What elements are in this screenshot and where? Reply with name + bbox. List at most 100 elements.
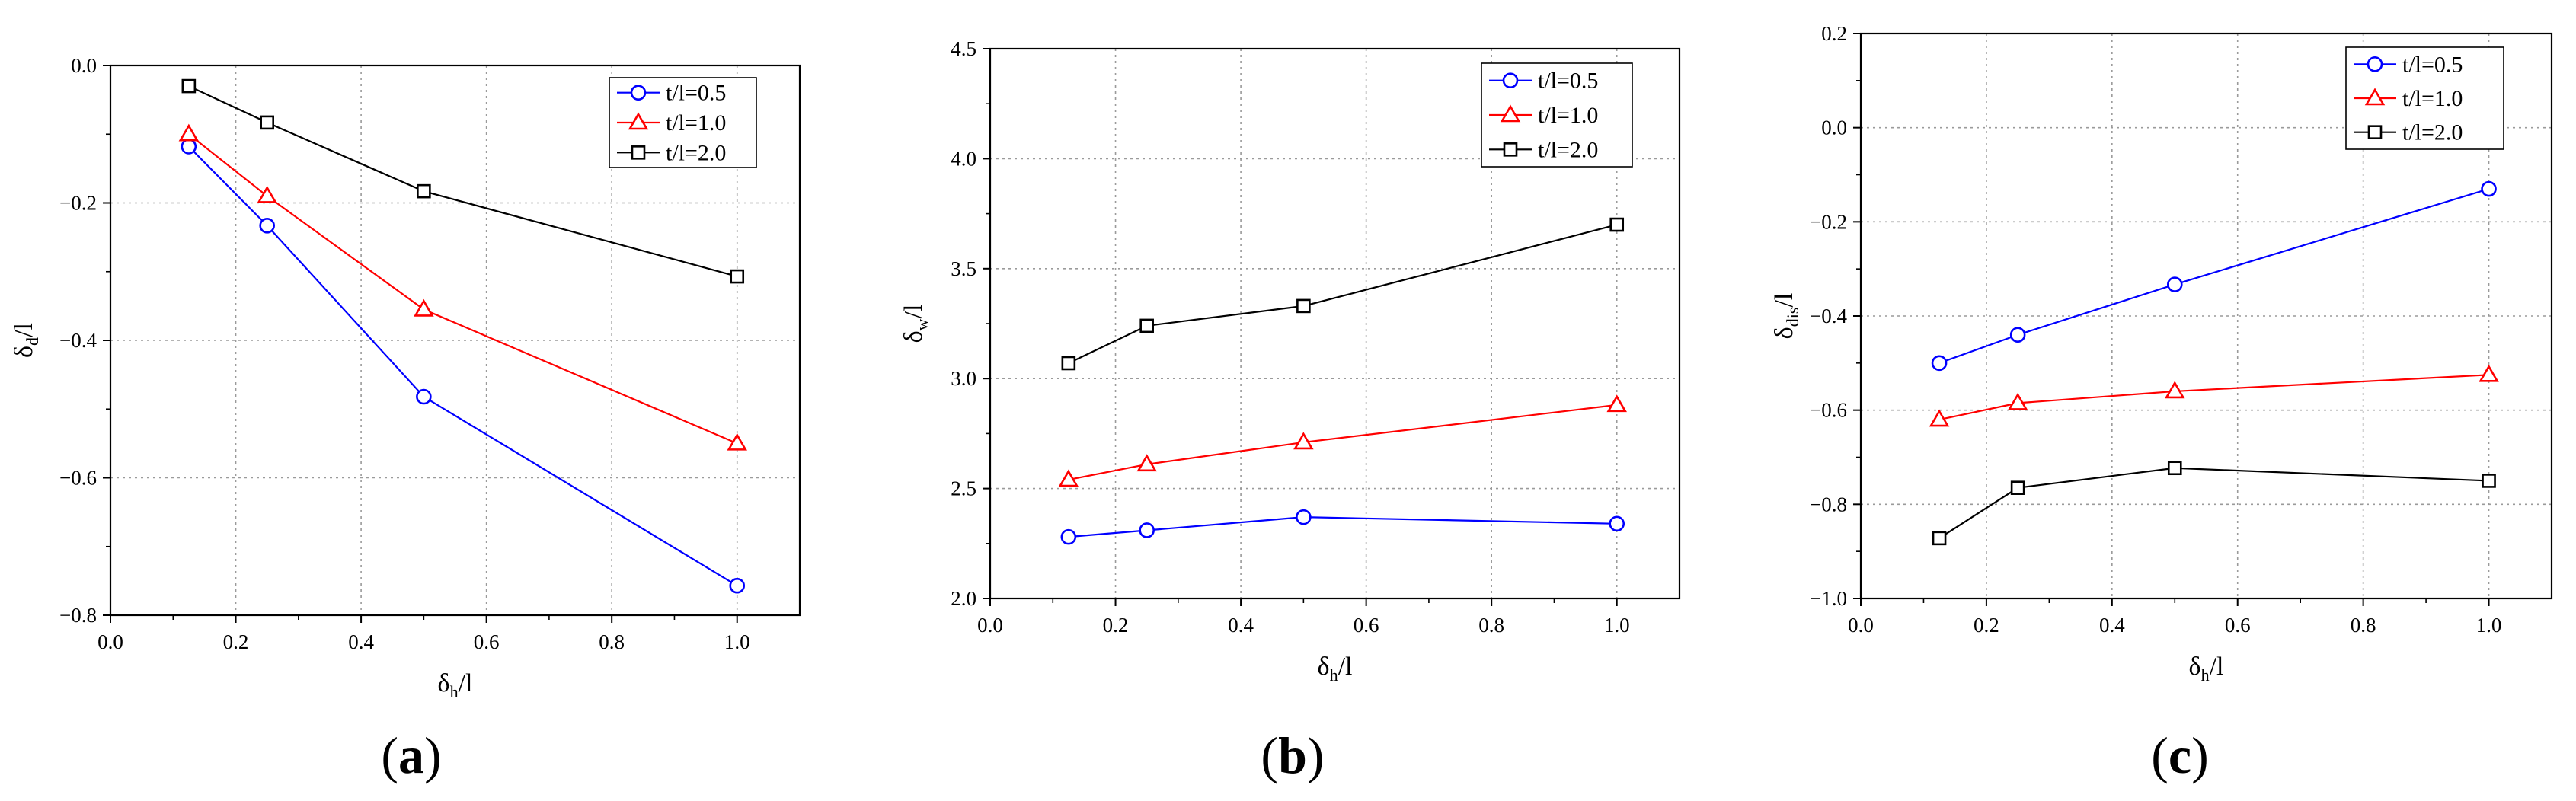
data-point (727, 432, 747, 451)
y-tick-label: 0.0 (71, 54, 97, 77)
legend-marker (631, 145, 646, 160)
data-point (1606, 394, 1627, 413)
y-tick-label: −1.0 (1810, 587, 1847, 610)
series-line (188, 85, 738, 278)
legend-marker (2367, 125, 2383, 139)
x-tick-label: 0.0 (97, 630, 123, 653)
legend-marker (2364, 88, 2386, 106)
chart-c: 0.0 0.2 0.4 0.6 0.8 1.0 −1.0 −0.8 −0.6 −0.4 −0.2 0.… (1770, 22, 2553, 784)
data-point (1139, 522, 1155, 538)
series-line (188, 133, 738, 445)
series-line (1938, 374, 2489, 421)
panel-label: (a) (381, 726, 441, 784)
x-tick-label: 0.2 (1103, 614, 1129, 637)
x-tick-label: 0.4 (348, 630, 374, 653)
x-tick-label: 1.0 (1604, 614, 1630, 637)
y-tick-label: −0.2 (59, 192, 97, 215)
x-axis-title: δh/l (438, 669, 473, 701)
x-axis-title: δh/l (1318, 653, 1353, 685)
x-axis-title: δh/l (2189, 653, 2224, 685)
data-point (2165, 381, 2185, 399)
legend-label: t/l=1.0 (2402, 86, 2463, 111)
panel-label: (c) (2151, 726, 2209, 784)
y-axis-title: δw/l (900, 305, 932, 343)
data-point (181, 78, 197, 94)
data-point (2167, 461, 2182, 476)
data-point (2010, 480, 2025, 495)
y-tick-label: 0.0 (1821, 116, 1847, 139)
data-point (2482, 474, 2496, 488)
data-point (181, 139, 197, 155)
series-blue (181, 139, 746, 594)
data-point (1293, 432, 1314, 450)
x-tick-label: 0.2 (1974, 614, 1999, 637)
x-tick-label: 0.6 (1354, 614, 1379, 637)
y-tick-label: −0.8 (59, 604, 97, 627)
data-point (729, 577, 746, 594)
series-line (1068, 516, 1617, 538)
legend-marker (1503, 142, 1518, 157)
data-point (1931, 355, 1948, 372)
x-tick-label: 0.4 (1228, 614, 1254, 637)
x-tick-label: 0.8 (599, 630, 625, 653)
data-point (1136, 454, 1157, 472)
y-tick-label: 4.5 (951, 37, 976, 60)
y-tick-label: −0.4 (1810, 305, 1847, 327)
x-tick-label: 0.2 (223, 630, 249, 653)
series-red (178, 123, 747, 451)
series-black (1061, 217, 1625, 371)
legend: t/l=0.5 t/l=1.0 t/l=2.0 (1481, 62, 1633, 168)
series-line (1068, 223, 1618, 364)
data-point (1061, 356, 1076, 371)
data-point (1060, 528, 1077, 545)
series-line (1068, 404, 1617, 481)
y-axis-title: δd/l (10, 323, 42, 358)
data-point (1139, 318, 1154, 333)
y-tick-label: −0.6 (1810, 399, 1847, 422)
data-point (2166, 276, 2183, 292)
legend: t/l=0.5 t/l=1.0 t/l=2.0 (2345, 46, 2504, 150)
data-point (1929, 409, 1950, 427)
series-line (188, 145, 738, 587)
legend-marker (630, 85, 647, 101)
data-point (260, 115, 274, 130)
legend-label: t/l=2.0 (1538, 137, 1598, 162)
x-tick-label: 0.8 (1478, 614, 1504, 637)
data-point (2009, 327, 2026, 343)
data-point (730, 269, 745, 284)
y-tick-label: 2.5 (951, 477, 976, 500)
legend-label: t/l=0.5 (2402, 52, 2463, 77)
legend: t/l=0.5 t/l=1.0 t/l=2.0 (609, 77, 757, 168)
chart-b: 0.0 0.2 0.4 0.6 0.8 1.0 2.0 2.5 3.0 3.5 4.0 4.5 δh/l… (900, 37, 1681, 784)
panel-label: (b) (1261, 726, 1324, 784)
data-point (417, 183, 431, 199)
data-point (416, 388, 432, 405)
legend-label: t/l=2.0 (666, 140, 726, 165)
series-line (1938, 467, 2489, 539)
data-point (257, 185, 277, 203)
data-point (259, 217, 275, 234)
chart-a: 0.0 0.2 0.4 0.6 0.8 1.0 −0.8 −0.6 −0.4 −0.2 0.0 δh/… (10, 54, 801, 784)
legend-label: t/l=0.5 (666, 81, 726, 106)
y-tick-label: 0.2 (1821, 22, 1847, 45)
y-tick-label: −0.4 (59, 329, 97, 352)
series-red (1058, 394, 1627, 487)
series-line (1938, 187, 2489, 364)
y-tick-label: 3.5 (951, 257, 976, 280)
y-tick-label: 4.0 (951, 147, 976, 170)
legend-label: t/l=1.0 (1538, 103, 1598, 128)
series-blue (1931, 180, 2497, 372)
data-point (414, 298, 434, 317)
series-black (1932, 461, 2496, 546)
y-tick-label: 3.0 (951, 367, 976, 390)
x-tick-label: 0.0 (1848, 614, 1874, 637)
legend-marker (1502, 72, 1519, 88)
series-red (1929, 364, 2499, 427)
data-point (1296, 298, 1311, 314)
x-tick-label: 0.6 (474, 630, 500, 653)
series-blue (1060, 509, 1625, 545)
y-tick-label: −0.8 (1810, 493, 1847, 515)
x-tick-label: 0.6 (2225, 614, 2251, 637)
x-tick-label: 1.0 (724, 630, 750, 653)
